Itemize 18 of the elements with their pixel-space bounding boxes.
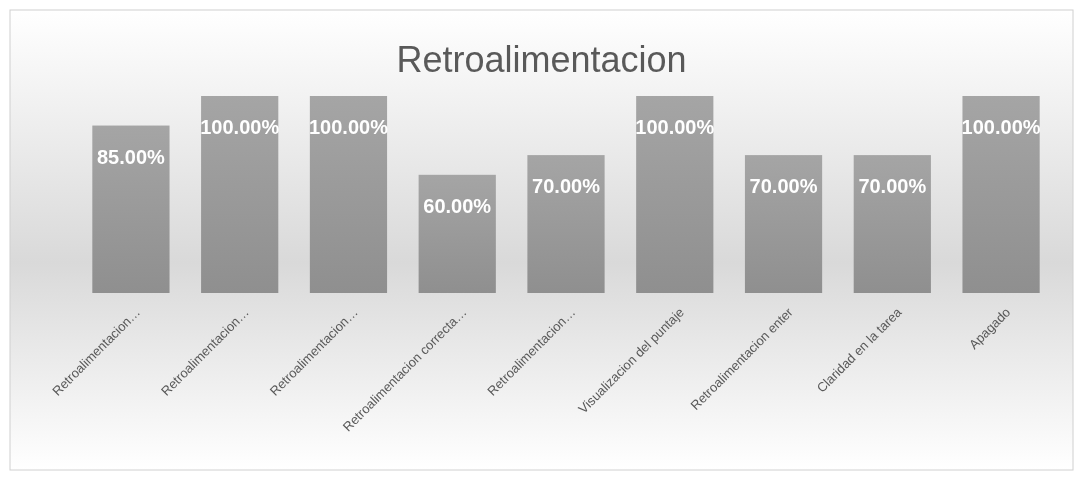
chart-title: Retroalimentacion <box>396 39 687 80</box>
data-label: 100.00% <box>635 116 715 138</box>
data-label: 100.00% <box>961 116 1041 138</box>
bar <box>636 96 714 293</box>
data-label: 60.00% <box>423 194 492 217</box>
data-label: 70.00% <box>858 175 927 198</box>
bar <box>527 155 605 293</box>
bar <box>962 96 1040 293</box>
data-label: 85.00% <box>97 145 166 168</box>
data-label: 70.00% <box>532 175 601 198</box>
bar <box>309 96 388 293</box>
bar <box>853 155 931 293</box>
data-label: 70.00% <box>749 175 818 198</box>
bar <box>92 125 170 293</box>
bar <box>418 174 496 293</box>
bar <box>201 96 279 293</box>
data-label: 100.00% <box>200 116 280 138</box>
bar <box>744 155 823 293</box>
